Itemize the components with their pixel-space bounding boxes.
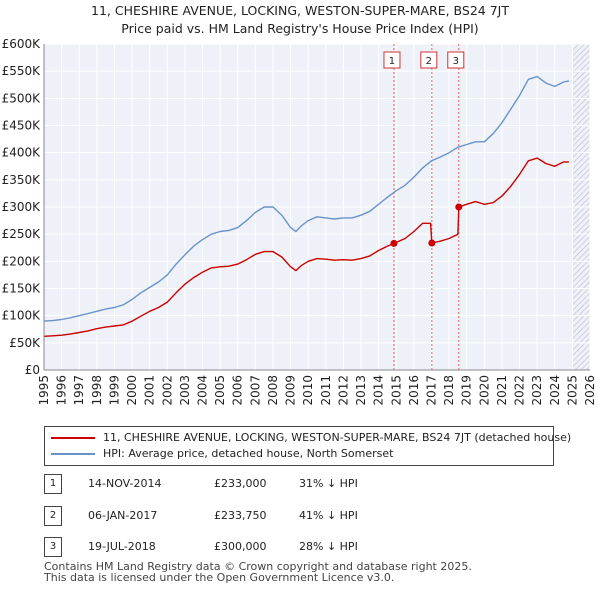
chart-title: 11, CHESHIRE AVENUE, LOCKING, WESTON-SUP… xyxy=(0,2,600,38)
x-tick-label: 2023 xyxy=(530,375,544,406)
x-tick-label: 2020 xyxy=(477,375,491,406)
y-tick-label: £100K xyxy=(2,309,42,323)
legend-label-property: 11, CHESHIRE AVENUE, LOCKING, WESTON-SUP… xyxy=(103,431,572,444)
footer-line-1: Contains HM Land Registry data © Crown c… xyxy=(44,560,472,573)
x-tick-label: 2017 xyxy=(424,375,438,406)
transaction-price: £233,750 xyxy=(214,509,267,522)
x-tick-label: 2024 xyxy=(548,375,562,406)
sale-label-box xyxy=(420,51,438,69)
x-tick-label: 2019 xyxy=(460,375,474,406)
y-tick-label: £550K xyxy=(2,64,42,78)
title-line-2: Price paid vs. HM Land Registry's House … xyxy=(121,21,479,36)
x-tick-label: 1995 xyxy=(37,375,51,406)
x-tick-label: 2021 xyxy=(495,375,509,406)
x-tick-label: 2014 xyxy=(372,375,386,406)
x-tick-label: 2006 xyxy=(231,375,245,406)
y-tick-label: £450K xyxy=(2,119,42,133)
x-tick-label: 2003 xyxy=(178,375,192,406)
transaction-price: £233,000 xyxy=(214,477,267,490)
sale-point xyxy=(455,203,463,211)
y-tick-label: £500K xyxy=(2,91,42,105)
price-chart: £0 £50K £100K £150K £200K £250K £300K £350K £400… xyxy=(2,37,597,406)
transaction-number: 1 xyxy=(44,474,62,494)
y-tick-label: £150K xyxy=(2,282,42,296)
transaction-number: 3 xyxy=(44,537,62,557)
sale-label-box xyxy=(447,51,465,69)
x-tick-label: 2022 xyxy=(513,375,527,406)
x-tick-label: 2000 xyxy=(125,375,139,406)
y-tick-label: £200K xyxy=(2,254,42,268)
x-tick-label: 1999 xyxy=(107,375,121,406)
x-tick-label: 2026 xyxy=(583,375,597,406)
x-tick-label: 2004 xyxy=(196,375,210,406)
sale-point xyxy=(390,239,398,247)
transaction-number: 2 xyxy=(44,506,62,526)
x-tick-label: 1997 xyxy=(72,375,86,406)
sale-label: 3 xyxy=(453,56,459,67)
y-tick-label: £250K xyxy=(2,227,42,241)
x-tick-label: 2010 xyxy=(301,375,315,406)
sale-point xyxy=(428,239,436,247)
y-tick-label: £400K xyxy=(2,146,42,160)
transaction-date: 14-NOV-2014 xyxy=(88,477,162,490)
transaction-price: £300,000 xyxy=(214,540,267,553)
sale-label: 1 xyxy=(389,56,395,67)
y-tick-label: £50K xyxy=(9,336,41,350)
x-tick-label: 2001 xyxy=(143,375,157,406)
x-tick-label: 2013 xyxy=(354,375,368,406)
title-line-1: 11, CHESHIRE AVENUE, LOCKING, WESTON-SUP… xyxy=(91,3,509,18)
transaction-hpi: 41% ↓ HPI xyxy=(299,509,358,522)
x-tick-label: 2005 xyxy=(213,375,227,406)
legend: 11, CHESHIRE AVENUE, LOCKING, WESTON-SUP… xyxy=(44,426,571,466)
sale-label-box xyxy=(383,51,401,69)
x-tick-label: 2015 xyxy=(389,375,403,406)
x-tick-label: 1996 xyxy=(55,375,69,406)
x-tick-label: 2007 xyxy=(248,375,262,406)
legend-swatch-property xyxy=(51,437,95,439)
y-tick-label: £0 xyxy=(25,363,40,377)
x-tick-label: 2002 xyxy=(160,375,174,406)
legend-swatch-hpi xyxy=(51,453,95,455)
y-tick-label: £600K xyxy=(2,37,42,51)
legend-label-hpi: HPI: Average price, detached house, Nort… xyxy=(103,447,394,460)
transaction-hpi: 31% ↓ HPI xyxy=(299,477,358,490)
property-price-line xyxy=(43,157,569,337)
x-tick-label: 2008 xyxy=(266,375,280,406)
sale-label: 2 xyxy=(426,56,432,67)
x-tick-label: 1998 xyxy=(90,375,104,406)
transaction-date: 06-JAN-2017 xyxy=(88,509,158,522)
footer-line-2: This data is licensed under the Open Gov… xyxy=(44,571,395,584)
x-tick-label: 2011 xyxy=(319,375,333,406)
transaction-date: 19-JUL-2018 xyxy=(88,540,156,553)
x-tick-label: 2016 xyxy=(407,375,421,406)
x-tick-label: 2018 xyxy=(442,375,456,406)
footer: Contains HM Land Registry data © Crown c… xyxy=(44,561,472,583)
x-tick-label: 2025 xyxy=(565,375,579,406)
x-tick-label: 2009 xyxy=(284,375,298,406)
transaction-hpi: 28% ↓ HPI xyxy=(299,540,358,553)
y-tick-label: £300K xyxy=(2,200,42,214)
y-tick-label: £350K xyxy=(2,173,42,187)
x-tick-label: 2012 xyxy=(336,375,350,406)
hpi-line xyxy=(43,75,570,322)
